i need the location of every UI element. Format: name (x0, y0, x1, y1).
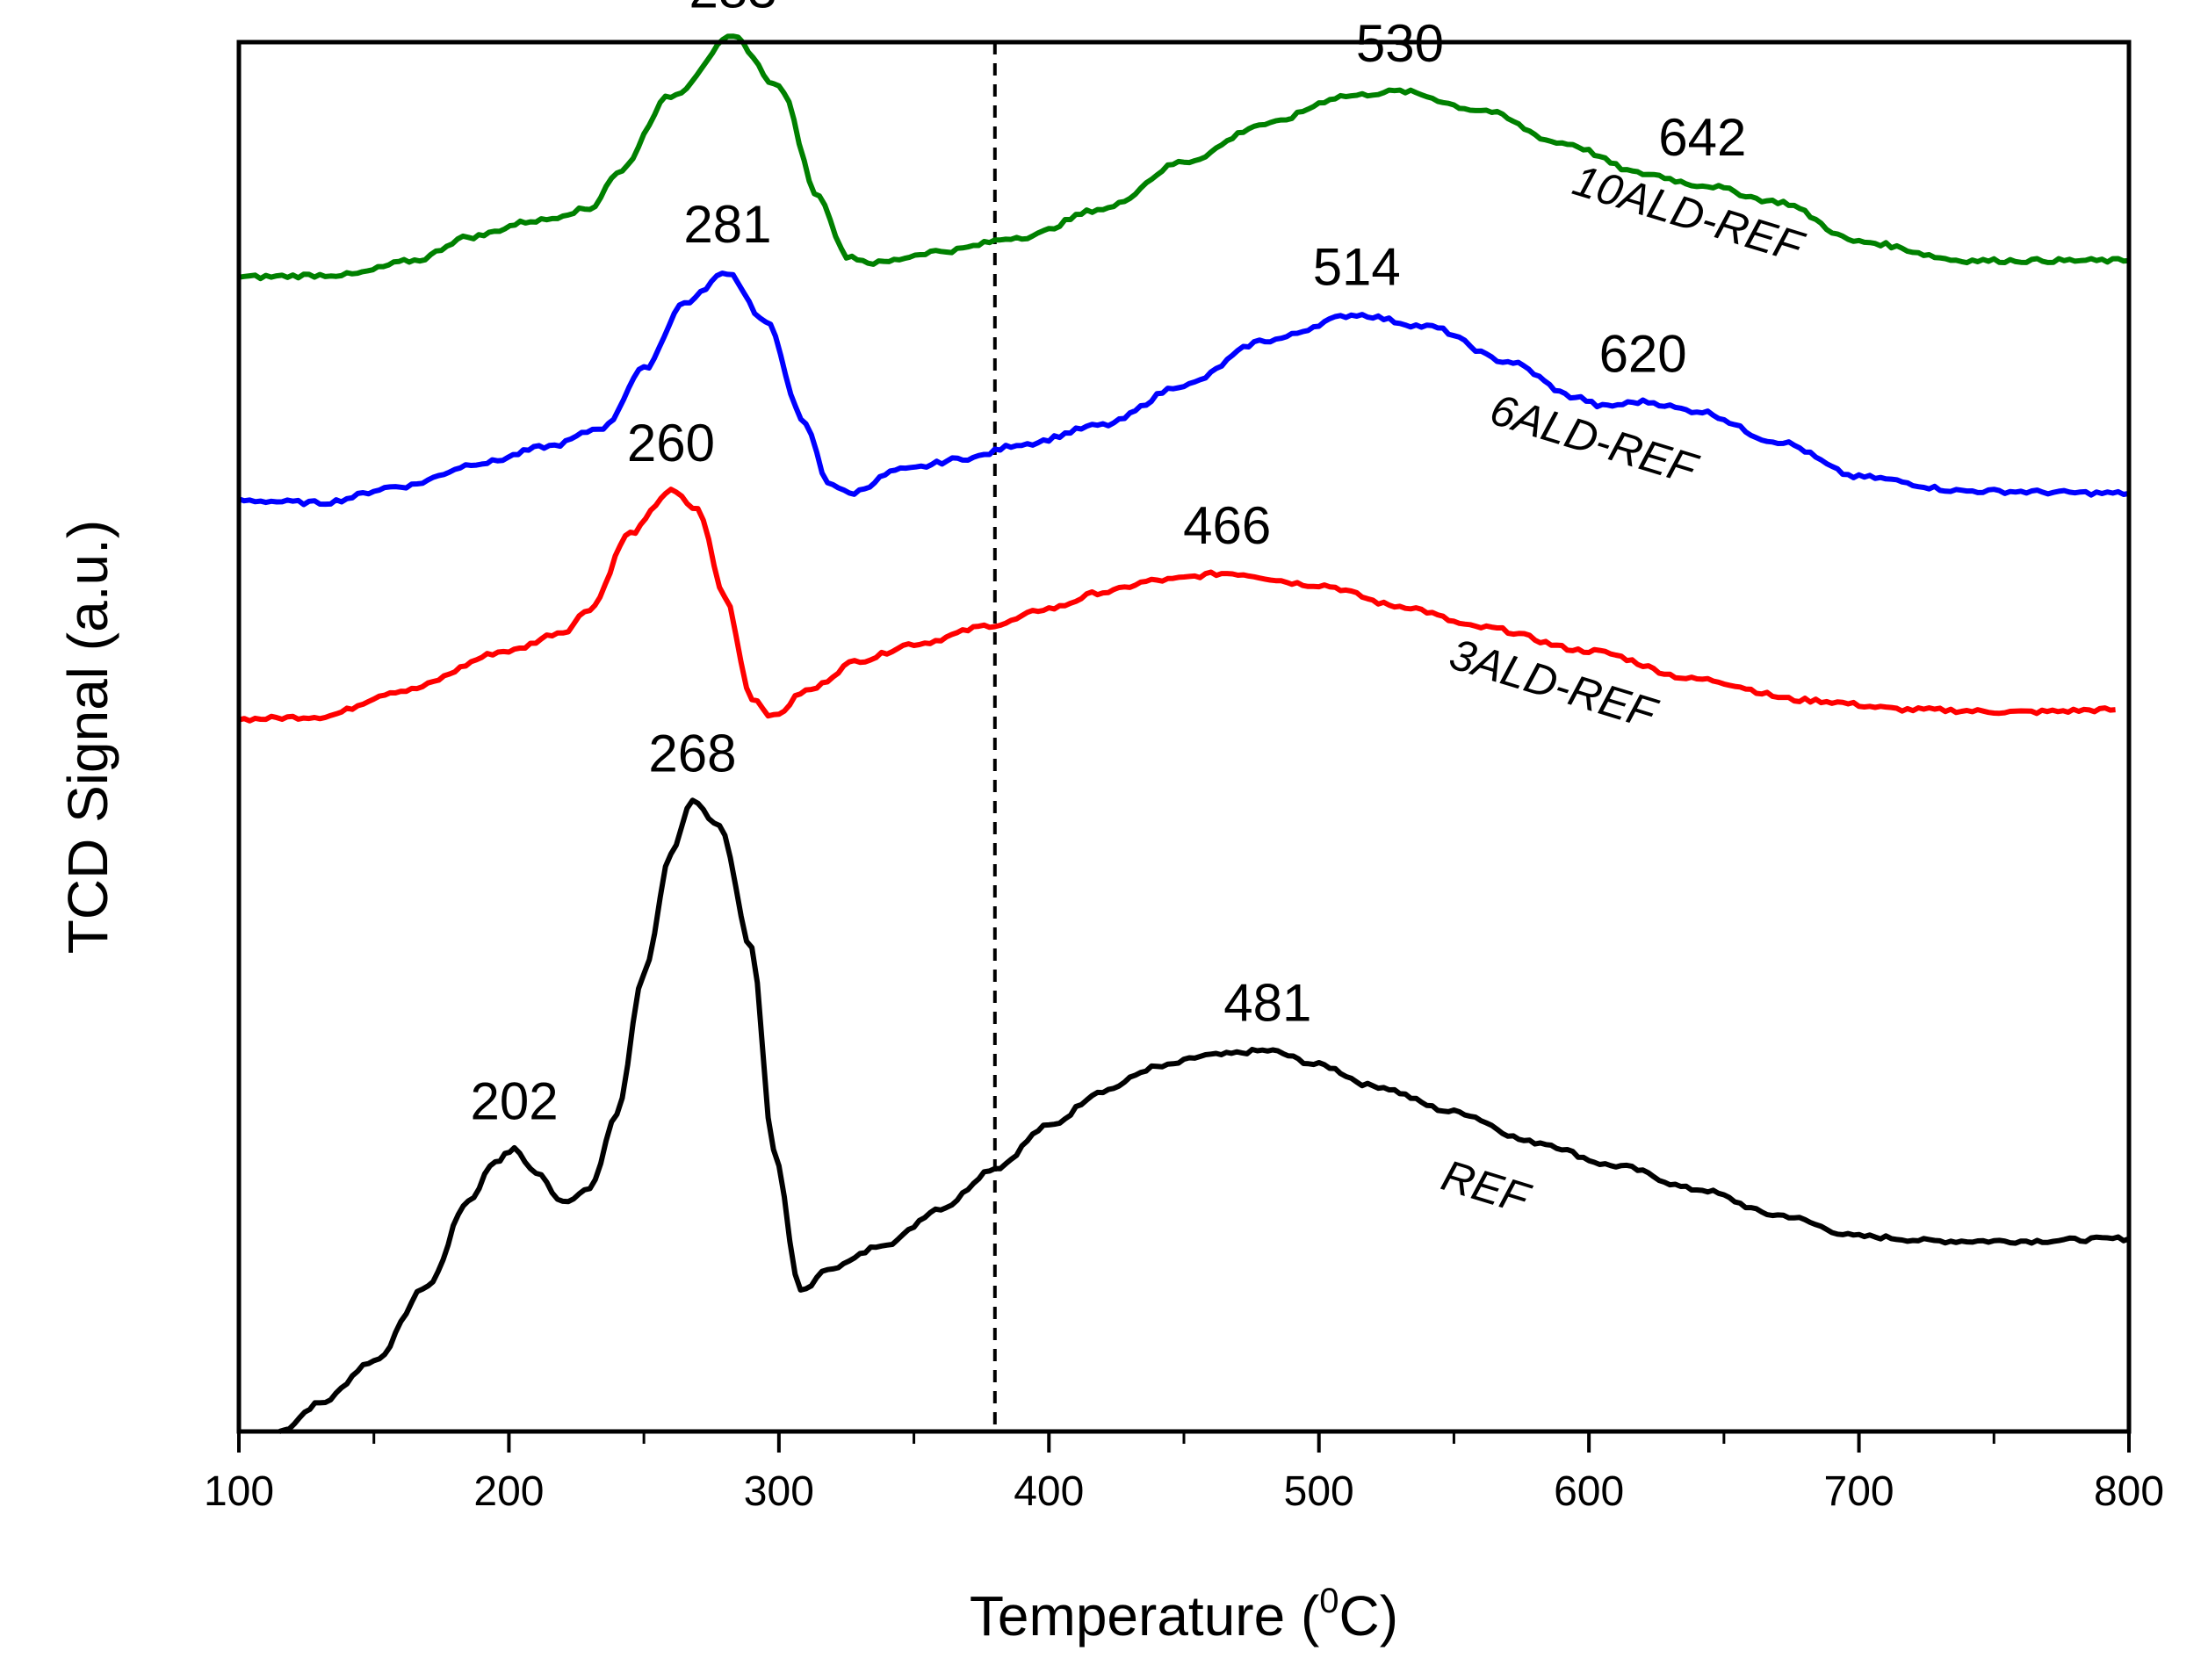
x-ticks: 100 200 300 400 500 600 700 800 (204, 1431, 2164, 1515)
y-axis-title: TCD Signal (a.u.) (56, 520, 119, 954)
peak-label-10ald-ref-530: 530 (1356, 14, 1444, 73)
x-axis-title-main: Temperature ( (970, 1584, 1319, 1648)
peak-labels: 202 268 481 260 466 281 514 620 283 530 642 (471, 0, 1747, 1131)
plot-frame (236, 40, 2132, 1434)
series-line-3ald-ref (238, 487, 2116, 724)
x-tick-label: 600 (1554, 1468, 1624, 1515)
peak-label-3ald-ref-466: 466 (1183, 496, 1271, 555)
series-line-ref (278, 797, 2131, 1434)
x-axis-title-superscript: 0 (1319, 1582, 1339, 1620)
x-tick-label: 100 (204, 1468, 274, 1515)
series-label-10ald-ref: 10ALD-REF (1568, 155, 1810, 272)
peak-label-10ald-ref-642: 642 (1658, 108, 1746, 167)
x-tick-label: 800 (2094, 1468, 2164, 1515)
peak-label-ref-481: 481 (1223, 973, 1311, 1032)
x-tick-label: 500 (1284, 1468, 1354, 1515)
series-layer (238, 33, 2131, 1434)
x-tick-label: 700 (1824, 1468, 1894, 1515)
series-line-6ald-ref (238, 270, 2130, 508)
x-tick-label: 400 (1014, 1468, 1084, 1515)
peak-label-ref-202: 202 (471, 1072, 559, 1131)
peak-label-3ald-ref-260: 260 (627, 414, 715, 472)
x-axis-title: Temperature (0C) (970, 1582, 1398, 1648)
peak-label-6ald-ref-281: 281 (683, 195, 771, 254)
peak-label-10ald-ref-283: 283 (689, 0, 777, 18)
x-axis-title-suffix: C) (1339, 1584, 1399, 1648)
peak-label-6ald-ref-620: 620 (1599, 324, 1687, 383)
series-line-10ald-ref (238, 33, 2130, 282)
series-label-ref: REF (1436, 1150, 1536, 1224)
x-tick-label: 300 (744, 1468, 814, 1515)
peak-label-ref-268: 268 (648, 725, 736, 783)
x-tick-label: 200 (473, 1468, 544, 1515)
peak-label-6ald-ref-514: 514 (1313, 237, 1401, 296)
